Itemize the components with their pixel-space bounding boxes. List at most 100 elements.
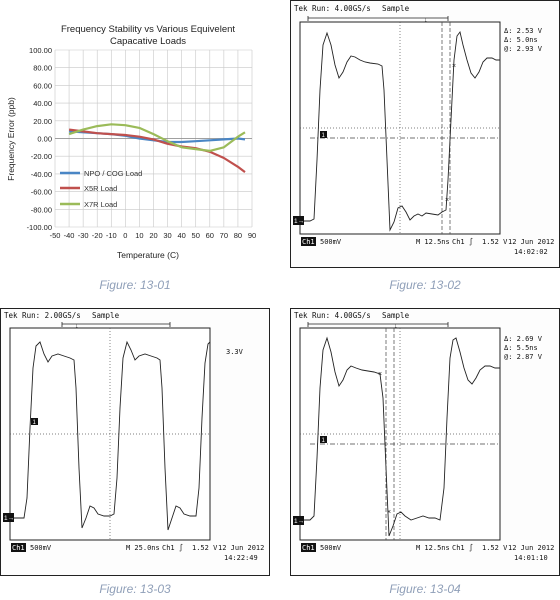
footer-trigger-level: 1.52 V: [482, 544, 508, 552]
ch1-ground-badge: [293, 516, 304, 525]
legend-label-x7r: X7R Load: [84, 200, 117, 209]
footer-time: 14:22:49: [224, 554, 258, 562]
y-tick-label: -80.00: [31, 205, 52, 214]
footer-channel: Ch1: [302, 544, 315, 552]
trace-cross-marker-bottom: ×: [445, 197, 449, 204]
ch1-ground-marker: 1→: [294, 518, 304, 525]
figure-13-02-caption: Figure: 13-02: [389, 278, 461, 292]
measurement-line-1: 3.3V: [226, 348, 244, 356]
scope-capture-13-03: Tek Run: 2.00GS/s Sample ↓ 1 1→ 3.3V Ch1…: [0, 308, 270, 576]
footer-time: 14:02:02: [514, 248, 548, 256]
footer-trigger: Ch1 ∫: [452, 543, 473, 552]
y-tick-label: -100.00: [27, 223, 52, 232]
scope-waveform: [300, 336, 500, 537]
measurement-line-2: Δ: 5.5ns: [504, 344, 538, 352]
footer-timebase: M 25.0ns: [126, 544, 160, 552]
scope-capture-13-02: Tek Run: 4.00GS/s Sample ↓ × × 1 1→ Δ: 2…: [290, 0, 560, 268]
y-tick-label: 40.00: [33, 99, 52, 108]
y-tick-label: -20.00: [31, 152, 52, 161]
y-tick-label: -60.00: [31, 188, 52, 197]
x-tick-label: 60: [206, 231, 214, 240]
y-axis-label: Frequency Error (ppb): [6, 97, 16, 181]
x-tick-label: -40: [64, 231, 75, 240]
trace-cross-marker-top: ×: [378, 371, 382, 378]
figure-13-02-panel: Tek Run: 4.00GS/s Sample ↓ × × 1 1→ Δ: 2…: [290, 0, 560, 292]
trigger-level-marker: 1: [33, 420, 37, 426]
ch1-ground-badge: [3, 513, 14, 522]
record-position-bracket: [307, 16, 449, 21]
footer-timebase: M 12.5ns: [416, 238, 450, 246]
y-tick-label: 60.00: [33, 81, 52, 90]
footer-scale: 500mV: [30, 544, 52, 552]
trigger-level-badge: [320, 131, 327, 138]
chart-series-lines: [68, 123, 246, 173]
scope-header-status: Tek Run: 2.00GS/s: [4, 311, 81, 320]
x-axis-tick-labels: -50 -40 -30 -20 -10 0 10 20 30 40 50 60 70 80 90: [50, 231, 257, 240]
trigger-level-marker: 1: [322, 133, 326, 139]
scope-header-mode: Sample: [382, 311, 410, 320]
footer-trigger: Ch1 ∫: [452, 237, 473, 246]
trigger-position-marker: ↓: [394, 323, 398, 330]
footer-timebase: M 12.5ns: [416, 544, 450, 552]
scope-capture-13-04: Tek Run: 4.00GS/s Sample ↓ × × 1 1→ Δ: 2…: [290, 308, 560, 576]
scope-waveform: [300, 30, 500, 232]
x-tick-label: 20: [149, 231, 157, 240]
ch1-ground-marker: 1→: [4, 515, 14, 522]
x-tick-label: 40: [177, 231, 185, 240]
footer-trigger-level: 1.52 V: [192, 544, 218, 552]
figure-13-04-caption: Figure: 13-04: [389, 582, 461, 596]
series-line-x7r: [68, 123, 246, 152]
record-position-bracket: [307, 322, 449, 327]
chart-title-line-2: Capacative Loads: [110, 36, 186, 47]
x-tick-label: 90: [248, 231, 256, 240]
scope-header-status: Tek Run: 4.00GS/s: [294, 311, 371, 320]
footer-date: 12 Jun 2012: [218, 544, 264, 552]
x-tick-label: -10: [106, 231, 117, 240]
y-tick-label: 100.00: [29, 46, 52, 55]
footer-trigger: Ch1 ∫: [162, 543, 183, 552]
measurement-line-3: @: 2.93 V: [504, 45, 543, 53]
x-tick-label: 80: [234, 231, 242, 240]
footer-channel-badge: [301, 543, 316, 552]
measurement-line-3: @: 2.87 V: [504, 353, 543, 361]
footer-channel-badge: [301, 237, 316, 246]
series-line-x5r: [68, 128, 246, 173]
scope-header-mode: Sample: [382, 4, 410, 13]
measurement-line-1: Δ: 2.53 V: [504, 27, 543, 35]
trigger-level-marker: 1: [322, 438, 326, 444]
legend-label-x5r: X5R Load: [84, 184, 117, 193]
x-tick-label: -50: [50, 231, 61, 240]
y-tick-label: 20.00: [33, 117, 52, 126]
measurement-line-1: Δ: 2.69 V: [504, 335, 543, 343]
trace-cross-marker-top: ×: [452, 63, 456, 70]
scope-waveform: [10, 340, 211, 531]
figure-13-01-caption: Figure: 13-01: [99, 278, 171, 292]
footer-scale: 500mV: [320, 238, 342, 246]
y-tick-label: -40.00: [31, 170, 52, 179]
measurement-line-2: Δ: 5.0ns: [504, 36, 538, 44]
legend-label-npo: NPO / COG Load: [84, 169, 142, 178]
scope-header-status: Tek Run: 4.00GS/s: [294, 4, 371, 13]
y-tick-label: 80.00: [33, 64, 52, 73]
x-axis-label: Temperature (C): [117, 250, 179, 260]
chart-title-line-1: Frequency Stability vs Various Equivelen…: [61, 24, 235, 35]
figure-13-04-panel: Tek Run: 4.00GS/s Sample ↓ × × 1 1→ Δ: 2…: [290, 308, 560, 600]
x-tick-label: 30: [163, 231, 171, 240]
footer-date: 12 Jun 2012: [508, 238, 554, 246]
footer-channel-badge: [11, 543, 26, 552]
figure-13-01-panel: Frequency Stability vs Various Equivelen…: [0, 0, 275, 292]
record-position-bracket: [61, 322, 171, 327]
footer-channel: Ch1: [302, 238, 315, 246]
footer-channel: Ch1: [12, 544, 25, 552]
footer-time: 14:01:10: [514, 554, 548, 562]
x-tick-label: 0: [123, 231, 127, 240]
x-tick-label: 10: [135, 231, 143, 240]
y-axis-tick-labels: 100.00 80.00 60.00 40.00 20.00 0.00 -20.00 -40.…: [27, 46, 52, 232]
ch1-ground-marker: 1→: [294, 218, 304, 225]
frequency-stability-chart: Frequency Stability vs Various Equivelen…: [6, 24, 257, 260]
footer-date: 12 Jun 2012: [508, 544, 554, 552]
trigger-position-marker: ↓: [424, 17, 428, 24]
x-tick-label: 50: [192, 231, 200, 240]
footer-scale: 500mV: [320, 544, 342, 552]
trigger-level-badge: [31, 418, 38, 425]
